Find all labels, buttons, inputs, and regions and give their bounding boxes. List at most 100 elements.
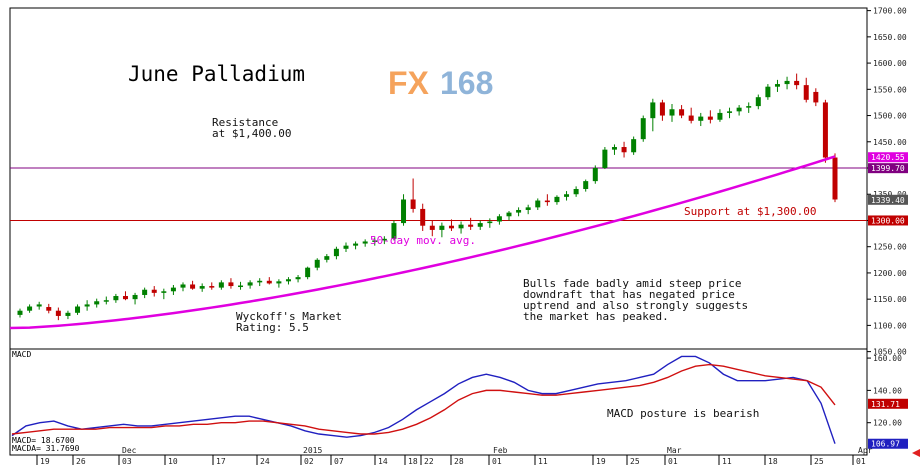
macd-tick-label: 120.00 bbox=[873, 419, 902, 428]
candle-body bbox=[496, 216, 502, 222]
candle-body bbox=[774, 84, 780, 87]
candle-body bbox=[813, 91, 819, 103]
candle-body bbox=[314, 259, 320, 268]
candle-body bbox=[535, 200, 541, 208]
candle-body bbox=[238, 285, 244, 288]
arrow-left-icon[interactable] bbox=[912, 449, 920, 457]
price-tick-label: 1100.00 bbox=[873, 321, 907, 330]
x-tick-label: 18 bbox=[768, 457, 778, 466]
candle-body bbox=[621, 147, 627, 153]
x-tick-label: 25 bbox=[814, 457, 824, 466]
price-tick-label: 1550.00 bbox=[873, 85, 907, 94]
x-month-label: Mar bbox=[667, 446, 682, 455]
candle-body bbox=[209, 286, 215, 288]
candle-body bbox=[765, 86, 771, 98]
x-month-label: Feb bbox=[493, 446, 508, 455]
resistance-label-2: at $1,400.00 bbox=[212, 127, 291, 140]
x-tick-label: 01 bbox=[856, 457, 866, 466]
candle-body bbox=[611, 147, 617, 150]
price-tick-label: 1200.00 bbox=[873, 269, 907, 278]
candle-body bbox=[688, 115, 694, 121]
candle-body bbox=[727, 111, 733, 113]
x-tick-label: 22 bbox=[424, 457, 434, 466]
chart-title: June Palladium bbox=[128, 62, 305, 86]
candle-body bbox=[266, 280, 272, 284]
price-tick-label: 1350.00 bbox=[873, 190, 907, 199]
candle-body bbox=[717, 112, 723, 120]
candle-body bbox=[36, 304, 42, 307]
candle-body bbox=[822, 102, 828, 158]
candle-body bbox=[573, 188, 579, 195]
note-line-4: the market has peaked. bbox=[523, 310, 669, 323]
candle-body bbox=[401, 199, 407, 224]
candle-body bbox=[247, 282, 253, 286]
mav-label: 50-day mov. avg. bbox=[370, 234, 476, 247]
x-tick-label: 14 bbox=[378, 457, 388, 466]
macd-panel-label: MACD bbox=[12, 350, 31, 359]
price-tick-label: 1150.00 bbox=[873, 295, 907, 304]
note-line-1: Bulls fade badly amid steep price bbox=[523, 277, 742, 290]
price-tag-box bbox=[868, 215, 908, 226]
price-tag-label: 1399.70 bbox=[871, 164, 905, 173]
candle-body bbox=[46, 307, 52, 311]
resistance-label-1: Resistance bbox=[212, 116, 278, 129]
note-line-3: uptrend and also strongly suggests bbox=[523, 299, 748, 312]
x-tick-label: 01 bbox=[668, 457, 678, 466]
candle-body bbox=[794, 80, 800, 86]
rating-label-1: Wyckoff's Market bbox=[236, 310, 342, 323]
candle-body bbox=[659, 102, 665, 116]
x-month-label: Apr bbox=[858, 446, 873, 455]
candle-body bbox=[353, 243, 359, 246]
candle-body bbox=[631, 139, 637, 153]
candle-body bbox=[391, 223, 397, 239]
x-tick-label: 10 bbox=[168, 457, 178, 466]
candle-body bbox=[295, 277, 301, 280]
price-tick-label: 1600.00 bbox=[873, 59, 907, 68]
candle-body bbox=[746, 106, 752, 108]
candle-body bbox=[803, 85, 809, 100]
price-tick-label: 1700.00 bbox=[873, 7, 907, 16]
x-tick-label: 26 bbox=[76, 457, 86, 466]
price-tag-label: 1339.40 bbox=[871, 196, 905, 205]
candle-body bbox=[17, 310, 23, 315]
candle-body bbox=[487, 221, 493, 224]
candle-body bbox=[372, 240, 378, 242]
candle-body bbox=[650, 102, 656, 119]
candle-body bbox=[669, 109, 675, 116]
candle-body bbox=[448, 225, 454, 229]
macd-panel: 160.00 140.00 120.00 131.71 106.97 bbox=[11, 354, 908, 449]
x-month-label: Dec bbox=[122, 446, 137, 455]
candle-body bbox=[218, 282, 224, 288]
candle-body bbox=[458, 224, 464, 229]
price-tag-box bbox=[868, 152, 908, 163]
macd-series-macd bbox=[11, 355, 836, 444]
price-tag-label: 1300.00 bbox=[871, 216, 905, 225]
candle-body bbox=[103, 300, 109, 302]
candle-body bbox=[410, 199, 416, 209]
candle-body bbox=[324, 256, 330, 260]
macd-tag-box bbox=[868, 438, 908, 449]
price-tick-label: 1450.00 bbox=[873, 138, 907, 147]
candle-body bbox=[420, 208, 426, 226]
x-tick-label: 03 bbox=[122, 457, 132, 466]
candle-body bbox=[429, 225, 435, 230]
note-line-2: downdraft that has negated price bbox=[523, 288, 735, 301]
candle-body bbox=[285, 279, 291, 282]
x-tick-label: 24 bbox=[260, 457, 270, 466]
candle-body bbox=[583, 181, 589, 189]
price-tick-label: 1250.00 bbox=[873, 243, 907, 252]
macd-tag-label: 131.71 bbox=[871, 400, 900, 409]
candle-body bbox=[698, 116, 704, 121]
candle-body bbox=[516, 209, 522, 213]
macd-series-macda bbox=[11, 363, 836, 435]
candle-body bbox=[132, 294, 138, 300]
macd-annotation: MACD posture is bearish bbox=[607, 407, 759, 420]
candle-body bbox=[170, 287, 176, 292]
x-tick-label: 07 bbox=[334, 457, 344, 466]
candle-body bbox=[755, 97, 761, 107]
candle-body bbox=[784, 80, 790, 85]
candle-body bbox=[439, 225, 445, 230]
x-tick-label: 19 bbox=[40, 457, 50, 466]
candle-body bbox=[305, 267, 311, 278]
